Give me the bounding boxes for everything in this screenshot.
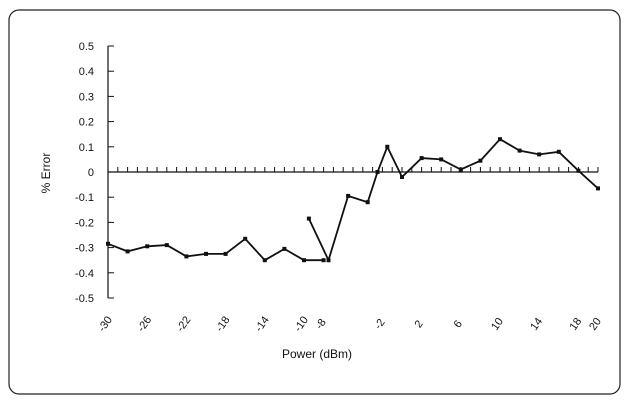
x-tick-label: 18 — [568, 316, 585, 333]
data-point — [478, 158, 483, 163]
x-tick-label: 14 — [528, 316, 545, 333]
series-line — [107, 237, 324, 262]
data-point — [125, 249, 130, 254]
y-tick-label: 0.1 — [79, 142, 94, 154]
y-tick-label: -0.3 — [75, 243, 94, 255]
data-point — [184, 254, 189, 259]
data-point — [517, 148, 522, 153]
data-point — [458, 167, 463, 172]
data-point — [346, 193, 351, 198]
data-point — [302, 258, 306, 263]
y-tick-label: -0.4 — [75, 268, 94, 280]
data-point — [282, 246, 287, 251]
data-point — [306, 216, 311, 221]
y-tick-label: -0.2 — [75, 217, 94, 229]
data-point — [419, 156, 424, 161]
x-tick-label: 2 — [412, 318, 425, 330]
data-point — [556, 149, 561, 154]
y-tick-label: 0.5 — [79, 41, 94, 53]
data-point — [385, 144, 390, 149]
y-ticks: 0.5 0.4 0.3 0.2 0.1 0 -0.1 -0.2 -0.3 -0.4 -0.5 — [75, 41, 114, 305]
y-tick-label: 0.2 — [79, 117, 94, 129]
y-tick-label: -0.1 — [75, 192, 94, 204]
series-group — [106, 137, 600, 263]
data-point — [596, 186, 600, 191]
data-point — [145, 244, 150, 249]
y-tick-label: -0.5 — [75, 293, 94, 305]
y-tick-label: 0.4 — [79, 66, 94, 78]
data-point — [439, 157, 444, 162]
data-point — [400, 175, 404, 179]
data-point — [262, 258, 267, 263]
x-tick-label: 20 — [587, 316, 604, 333]
y-tick-label: 0 — [88, 167, 94, 179]
data-point — [375, 170, 380, 174]
data-point — [365, 200, 370, 205]
data-point — [537, 152, 542, 157]
data-point — [576, 168, 581, 173]
chart-frame — [8, 9, 621, 395]
data-point — [243, 236, 248, 241]
data-point — [321, 258, 326, 263]
x-axis-title: Power (dBm) — [282, 347, 352, 361]
data-point — [204, 251, 208, 256]
data-point — [106, 241, 110, 246]
data-point — [326, 258, 331, 263]
x-tick-label: 10 — [489, 316, 506, 333]
y-tick-label: 0.3 — [79, 91, 94, 103]
data-point — [498, 137, 502, 142]
x-tick-label: 6 — [452, 318, 465, 330]
y-axis-title: % Error — [39, 153, 53, 194]
data-point — [164, 243, 169, 248]
data-point — [223, 251, 228, 256]
